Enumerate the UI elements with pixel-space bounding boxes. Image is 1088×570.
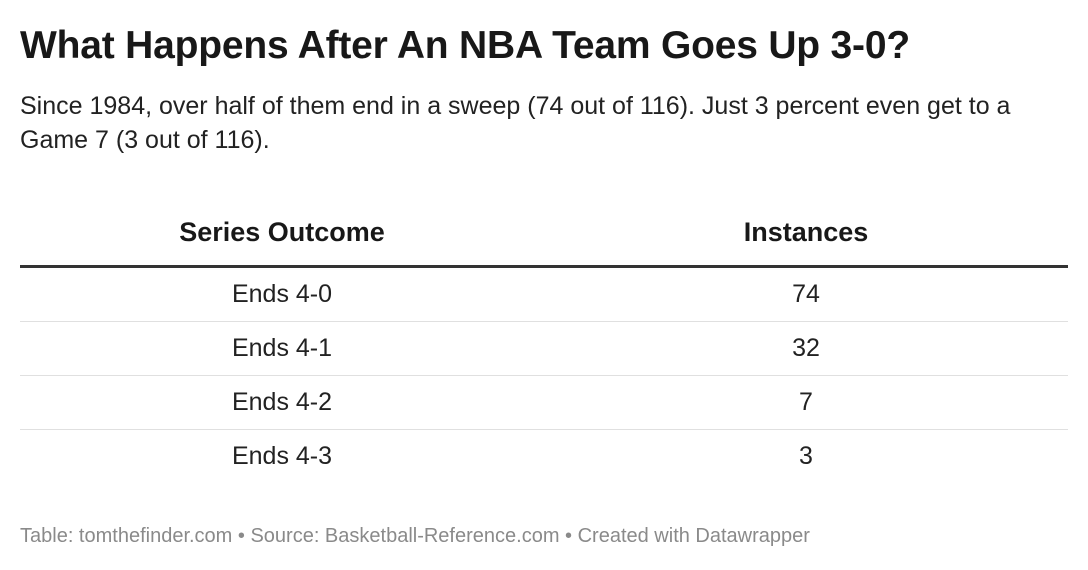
column-header-series-outcome[interactable]: Series Outcome [20,200,544,268]
table-row: Ends 4-3 3 [20,430,1068,484]
cell-series-outcome: Ends 4-0 [20,266,544,322]
cell-series-outcome: Ends 4-3 [231,442,333,470]
cell-series-outcome: Ends 4-1 [20,321,544,376]
chart-title: What Happens After An NBA Team Goes Up 3… [20,24,910,67]
cell-series-outcome: Ends 4-2 [20,375,544,430]
table-row: Ends 4-2 7 [20,375,1068,430]
data-table: Series Outcome Instances Ends 4-0 74 End… [20,200,1068,483]
table-row: Ends 4-1 32 [20,321,1068,376]
cell-instances: 32 [544,321,1068,376]
data-table-container: Series Outcome Instances Ends 4-0 74 End… [20,200,1068,483]
cell-instances: 7 [544,375,1068,430]
chart-footer-credits: Table: tomthefinder.com • Source: Basket… [20,525,810,547]
column-header-instances[interactable]: Instances [544,200,1068,268]
table-row: Ends 4-0 74 [20,266,1068,322]
cell-instances: 74 [544,266,1068,322]
table-header-row: Series Outcome Instances [20,200,1068,268]
chart-subtitle: Since 1984, over half of them end in a s… [20,92,1011,154]
cell-instances: 3 [799,442,813,470]
